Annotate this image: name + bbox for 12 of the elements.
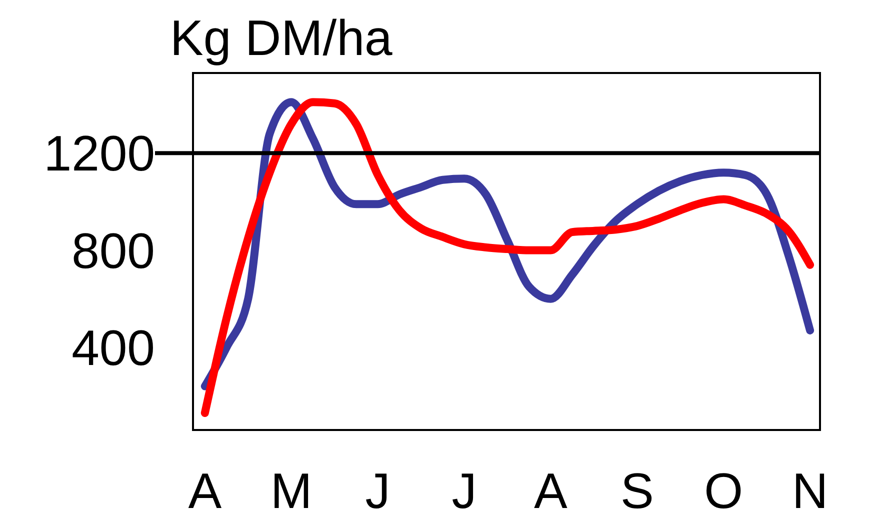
y-tick-label: 1200: [44, 126, 155, 182]
y-tick-label: 400: [72, 320, 155, 376]
x-tick-label: A: [534, 463, 568, 515]
x-tick-label: J: [365, 463, 390, 515]
chart-title: Kg DM/ha: [170, 10, 393, 66]
x-tick-label: O: [704, 463, 744, 515]
x-tick-label: M: [270, 463, 312, 515]
x-tick-label: J: [452, 463, 477, 515]
x-tick-label: A: [188, 463, 222, 515]
x-tick-label: S: [620, 463, 654, 515]
x-tick-label: N: [792, 463, 828, 515]
y-tick-label: 800: [72, 222, 155, 279]
